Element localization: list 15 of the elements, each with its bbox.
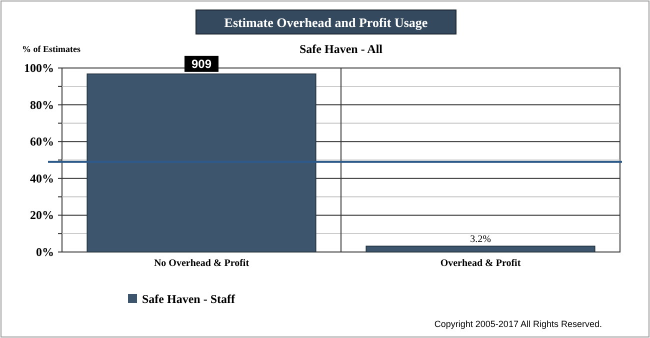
y-tick-label: 0%	[36, 245, 54, 259]
chart-title: Estimate Overhead and Profit Usage	[224, 15, 428, 30]
data-label: 3.2%	[470, 234, 491, 246]
y-tick-label: 20%	[30, 208, 54, 222]
legend-label: Safe Haven - Staff	[142, 292, 236, 306]
text: Copyright 2005-2017 All Rights Reserved.	[434, 319, 602, 329]
y-tick-label: 40%	[30, 171, 54, 186]
y-tick-label: 100%	[24, 61, 54, 75]
y-tick-label: 60%	[30, 134, 54, 149]
x-tick-label: No Overhead & Profit	[154, 258, 250, 269]
x-tick-label: Overhead & Profit	[440, 258, 522, 269]
y-tick-label: 80%	[30, 98, 54, 112]
annotation: 909	[191, 56, 212, 71]
y-axis-title: % of Estimates	[22, 44, 81, 54]
chart-subtitle: Safe Haven - All	[300, 42, 384, 56]
